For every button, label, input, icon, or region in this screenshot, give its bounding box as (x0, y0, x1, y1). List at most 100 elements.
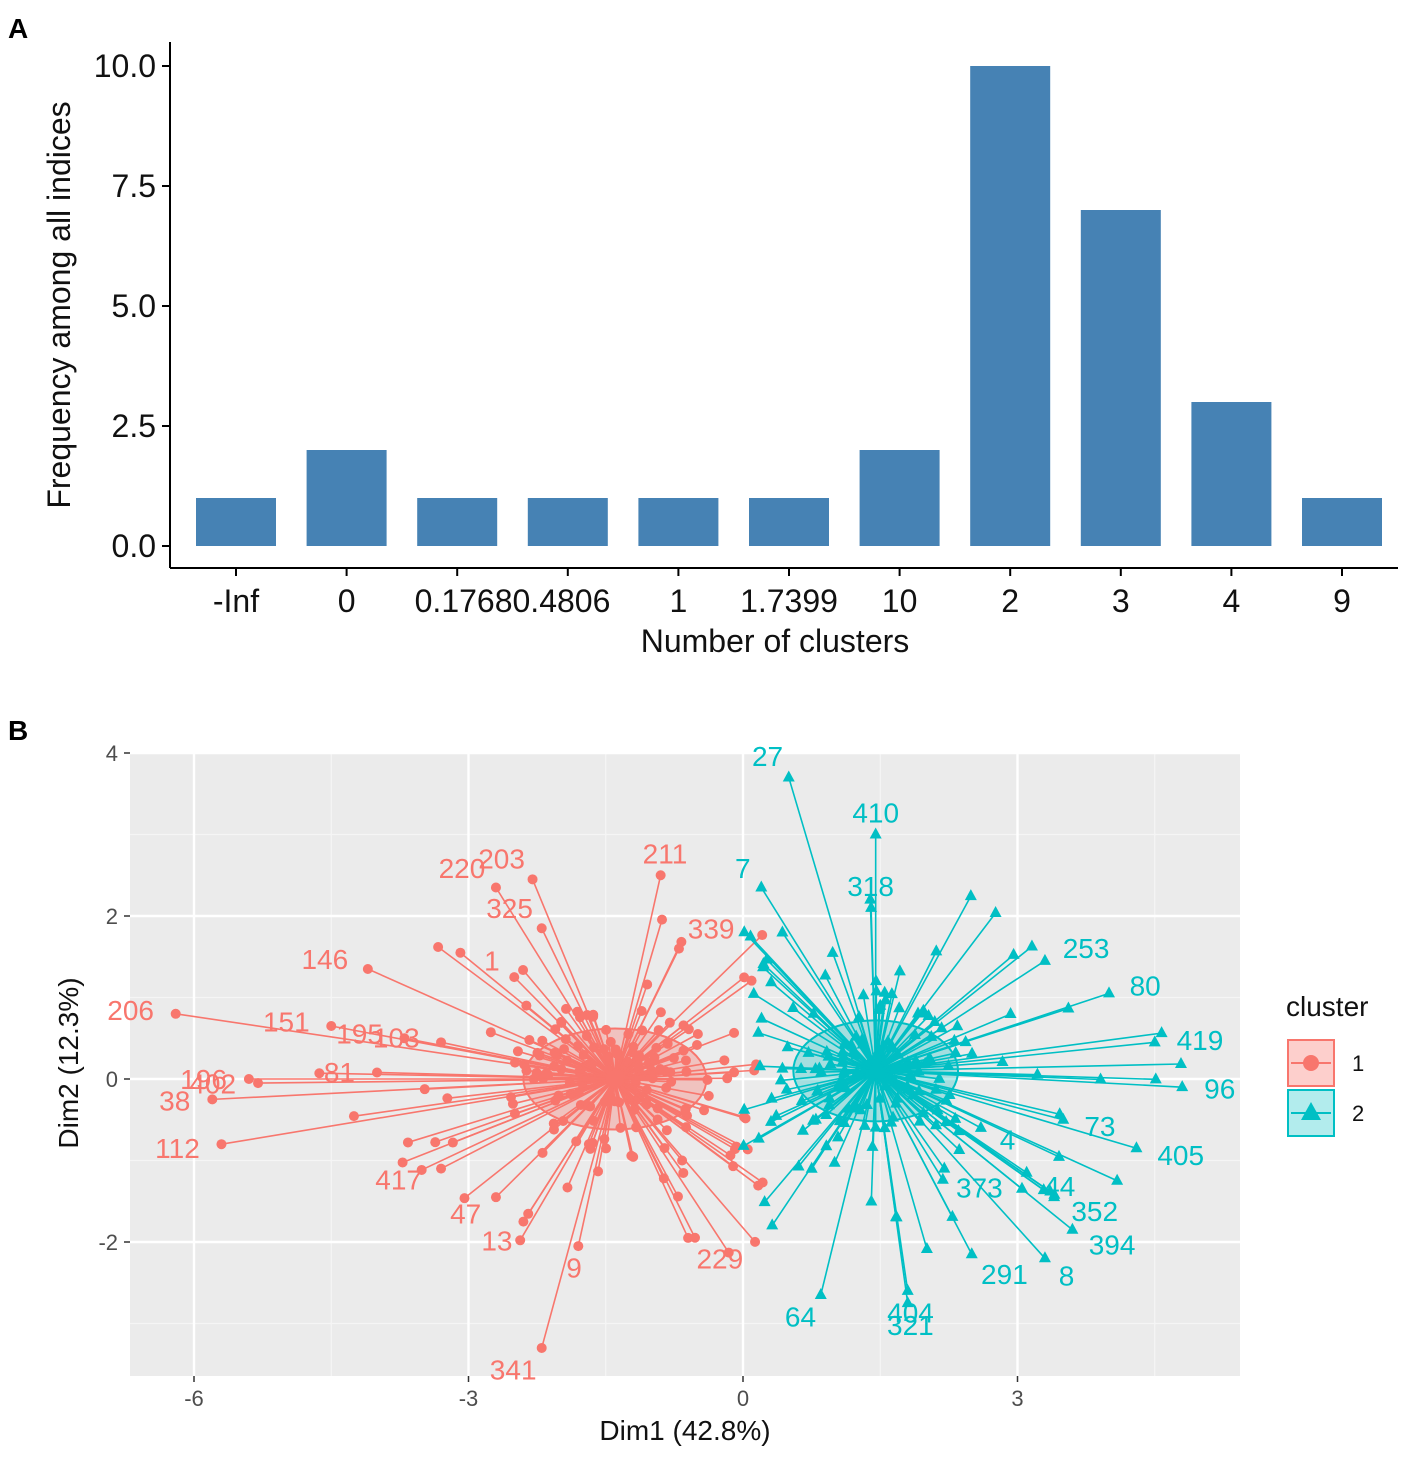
point-marker (869, 1120, 882, 1132)
point-label: 373 (956, 1172, 1003, 1203)
point-marker (948, 1033, 961, 1045)
point-label: 352 (1071, 1196, 1118, 1227)
ray (875, 1041, 1155, 1072)
point-label: 64 (785, 1301, 816, 1332)
point-marker (1149, 1072, 1162, 1084)
point-marker (455, 947, 466, 958)
point-marker (1066, 1222, 1079, 1234)
point-label: 103 (373, 1022, 420, 1053)
centroid-marker (865, 1058, 886, 1078)
bar (859, 450, 940, 546)
point-marker (548, 1124, 559, 1135)
point-marker (673, 943, 684, 954)
point-marker (865, 1194, 878, 1206)
point-marker (657, 914, 668, 925)
ray (513, 976, 616, 1080)
point-marker (170, 1008, 181, 1019)
ray (452, 1078, 616, 1144)
ray (874, 992, 886, 1071)
point-marker (811, 1083, 824, 1095)
point-marker (653, 1025, 664, 1036)
ray (875, 960, 1046, 1072)
point-label: 318 (847, 871, 894, 902)
point-marker (485, 1027, 496, 1038)
point-marker (537, 1035, 548, 1046)
point-marker (754, 1059, 767, 1071)
ray (875, 1070, 1183, 1088)
ray (614, 984, 648, 1080)
point-label: 229 (696, 1243, 743, 1274)
ray (875, 1063, 1181, 1072)
point-marker (652, 1114, 663, 1125)
point-label: 253 (1063, 933, 1110, 964)
bar (306, 450, 387, 546)
y-tick-label: 0 (106, 1067, 118, 1092)
ray (531, 879, 616, 1080)
y-tick-label: 5.0 (112, 288, 156, 324)
ray (519, 1078, 616, 1241)
point-marker (930, 944, 943, 956)
x-tick-label: 1 (670, 583, 688, 619)
point-marker (362, 963, 373, 974)
ray (614, 1078, 709, 1097)
point-marker (556, 1017, 567, 1028)
point-marker (562, 1182, 573, 1193)
ray (797, 1070, 877, 1168)
ray (614, 1078, 689, 1239)
point-marker (776, 925, 789, 937)
ray (875, 1015, 930, 1072)
point-marker (609, 1096, 620, 1107)
ray (875, 1070, 1064, 1121)
y-axis-title: Frequency among all indices (41, 101, 77, 508)
ray (875, 1013, 1011, 1072)
point-marker (942, 1059, 955, 1071)
point-marker (951, 1019, 964, 1031)
ray (353, 1078, 616, 1117)
point-label: 402 (189, 1068, 236, 1099)
point-marker (459, 1193, 470, 1204)
ray (874, 950, 937, 1072)
point-marker (661, 1125, 672, 1136)
point-marker (912, 1006, 925, 1018)
point-marker (664, 1017, 675, 1028)
ray (566, 1078, 616, 1188)
bar (527, 498, 608, 546)
bar (1080, 210, 1161, 546)
point-marker (1111, 1173, 1124, 1185)
x-tick-label: 1.7399 (740, 583, 838, 619)
point-marker (518, 1216, 529, 1227)
panel-a-letter: A (8, 13, 28, 44)
point-marker (758, 1195, 771, 1207)
y-tick-label: -2 (98, 1230, 118, 1255)
ray (367, 968, 616, 1080)
x-axis-title: Number of clusters (641, 623, 910, 659)
ray (258, 1078, 615, 1084)
x-tick-label: 2 (1001, 583, 1019, 619)
point-label: 38 (159, 1086, 190, 1117)
point-label: 196 (180, 1064, 227, 1095)
point-marker (750, 1236, 761, 1247)
ray (771, 1070, 877, 1226)
ray (614, 1078, 759, 1187)
point-marker (1103, 986, 1115, 998)
point-marker (1148, 1035, 1161, 1047)
x-tick-label: -3 (459, 1386, 479, 1411)
point-marker (626, 1150, 637, 1161)
ray (875, 1070, 1118, 1182)
point-label: 7 (735, 853, 751, 884)
point-marker (796, 1123, 809, 1135)
point-label: 44 (1044, 1171, 1075, 1202)
bar (749, 498, 829, 546)
point-marker (1025, 939, 1038, 951)
point-marker (879, 993, 892, 1005)
bar (417, 498, 498, 546)
point-marker (930, 1118, 943, 1130)
x-tick-label: 3 (1011, 1386, 1023, 1411)
point-marker (583, 1139, 594, 1150)
point-marker (755, 1011, 768, 1023)
point-marker (780, 1082, 793, 1094)
point-marker (865, 900, 878, 912)
point-marker (885, 1041, 898, 1053)
ray (614, 919, 663, 1080)
